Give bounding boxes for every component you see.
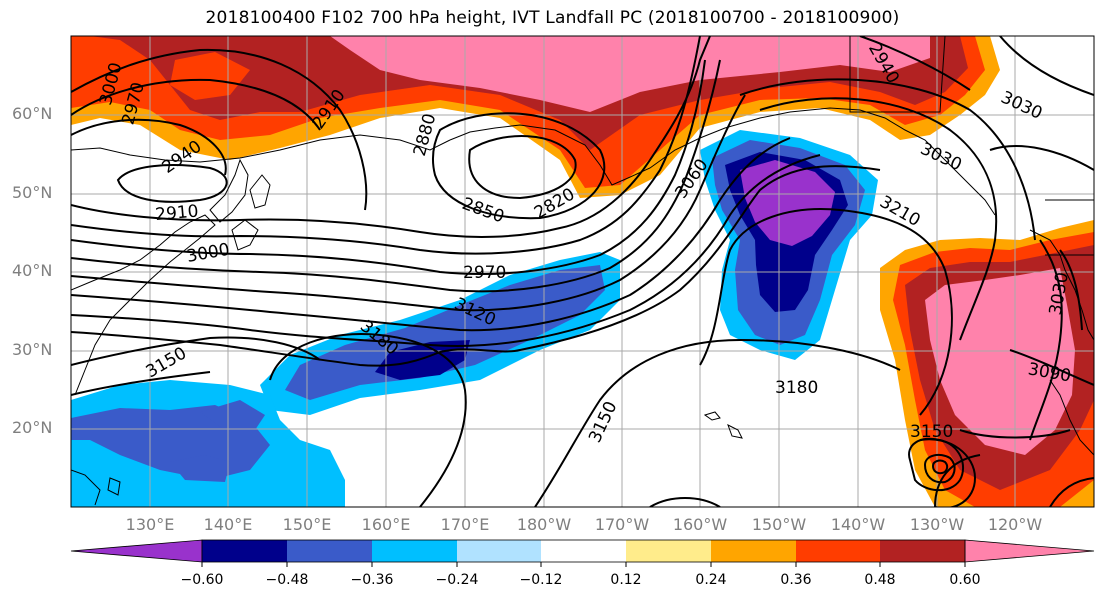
- colorbar-extend-left: [70, 539, 203, 563]
- colorbar-segment: [541, 540, 626, 562]
- colorbar-tick-label: −0.60: [180, 572, 224, 588]
- map-frame: [70, 35, 1095, 508]
- lon-label: 160°E: [361, 515, 411, 534]
- lon-label: 170°W: [594, 515, 650, 534]
- lon-label: 160°W: [672, 515, 728, 534]
- colorbar-segment: [796, 540, 880, 562]
- colorbar-tick-label: −0.12: [519, 572, 563, 588]
- colorbar-tick-label: 0.48: [864, 572, 896, 588]
- coastlines: [71, 36, 1094, 506]
- lat-label: 30°N: [12, 340, 53, 359]
- colorbar-segment: [457, 540, 541, 562]
- colorbar-segment: [287, 540, 372, 562]
- colorbar: [70, 539, 1095, 567]
- map-area: [71, 36, 1094, 507]
- colorbar-segment: [880, 540, 965, 562]
- lon-label: 150°W: [751, 515, 807, 534]
- colorbar-tick-label: 0.36: [780, 572, 812, 588]
- colorbar-tick-label: −0.36: [350, 572, 394, 588]
- lat-label: 40°N: [12, 261, 53, 280]
- colorbar-tick-label: 0.12: [610, 572, 642, 588]
- lon-label: 180°W: [516, 515, 572, 534]
- lon-label: 170°E: [440, 515, 490, 534]
- contour-label: 3150: [910, 422, 953, 442]
- contour-label: 2970: [463, 263, 506, 283]
- lon-label: 140°W: [830, 515, 886, 534]
- colorbar-tick-label: 0.60: [949, 572, 981, 588]
- lon-label: 150°E: [282, 515, 332, 534]
- lon-label: 130°W: [909, 515, 965, 534]
- colorbar-segment: [372, 540, 457, 562]
- contour-label: 3180: [775, 378, 818, 398]
- height-contours: [71, 36, 1094, 507]
- colorbar-extend-right: [964, 539, 1095, 563]
- colorbar-segment: [626, 540, 711, 562]
- lat-label: 20°N: [12, 418, 53, 437]
- lat-label: 60°N: [12, 104, 53, 123]
- lon-label: 140°E: [203, 515, 253, 534]
- map-title: 2018100400 F102 700 hPa height, IVT Land…: [205, 8, 900, 28]
- lon-label: 130°E: [125, 515, 175, 534]
- colorbar-tick-label: −0.48: [265, 572, 309, 588]
- colorbar-segment: [202, 540, 287, 562]
- lon-label: 120°W: [987, 515, 1043, 534]
- colorbar-tick-label: −0.24: [435, 572, 479, 588]
- colorbar-tick-label: 0.24: [695, 572, 727, 588]
- contour-label: 2910: [154, 201, 199, 225]
- lat-label: 50°N: [12, 183, 53, 202]
- colorbar-segment: [711, 540, 796, 562]
